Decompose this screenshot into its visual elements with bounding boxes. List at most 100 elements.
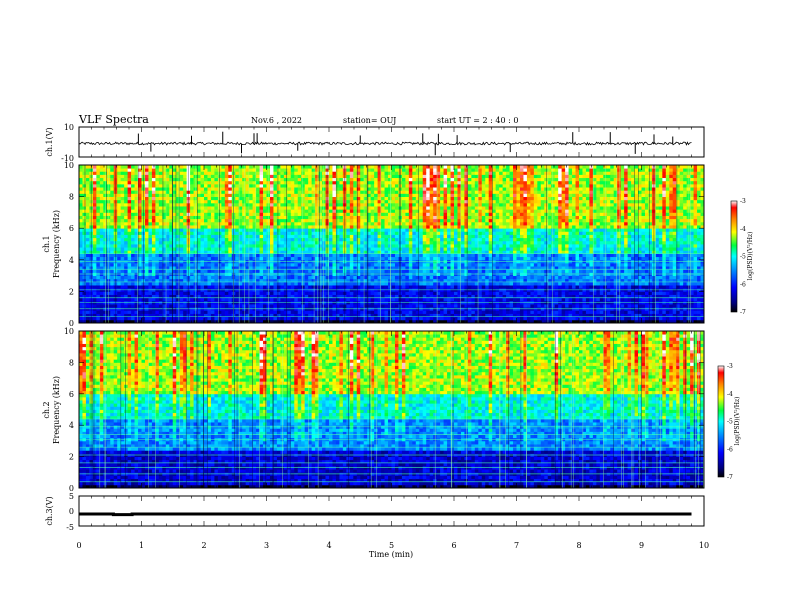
- spectrogram-cell: [276, 253, 281, 258]
- spectrogram-cell: [315, 180, 319, 185]
- spectrogram-cell: [99, 215, 104, 220]
- spectrogram-cell: [131, 291, 135, 295]
- spectrogram-cell: [384, 202, 389, 207]
- spectrogram-cell: [263, 180, 267, 185]
- spectrogram-cell: [315, 244, 319, 248]
- spectrogram-cell: [144, 209, 149, 213]
- spectrogram-cell: [405, 218, 410, 223]
- spectrogram-cell: [290, 240, 295, 245]
- spectrogram-cell: [221, 247, 226, 251]
- spectrogram-cell: [311, 316, 316, 321]
- spectrogram-cell: [169, 165, 174, 169]
- spectrogram-cell: [297, 174, 302, 179]
- spectrogram-cell: [266, 240, 271, 245]
- spectrogram-cell: [207, 291, 212, 295]
- spectrogram-cell: [221, 202, 226, 207]
- spectrogram-cell: [381, 199, 385, 204]
- spectrogram-cell: [259, 244, 264, 248]
- spectrogram-cell: [92, 165, 97, 169]
- spectrogram-cell: [165, 262, 170, 267]
- spectrogram-cell: [408, 218, 413, 223]
- spectrogram-cell: [207, 304, 212, 308]
- spectrogram-cell: [197, 313, 201, 318]
- spectrogram-cell: [224, 196, 229, 201]
- spectrogram-cell: [138, 180, 142, 185]
- spectrogram-cell: [249, 278, 254, 283]
- spectrogram-cell: [85, 221, 90, 226]
- spectrogram-cell: [329, 281, 333, 286]
- spectrogram-cell: [249, 313, 254, 318]
- spectrogram-cell: [224, 165, 229, 169]
- spectrogram-cell: [308, 193, 313, 197]
- spectrogram-cell: [329, 199, 333, 204]
- spectrogram-cell: [172, 304, 177, 308]
- spectrogram-cell: [304, 285, 309, 289]
- spectrogram-cell: [412, 171, 417, 175]
- spectrogram-cell: [228, 275, 233, 280]
- spectrogram-cell: [301, 183, 306, 188]
- spectrogram-cell: [335, 231, 340, 235]
- spectrogram-cell: [155, 310, 160, 314]
- spectrogram-cell: [335, 253, 340, 258]
- spectrogram-cell: [315, 165, 319, 169]
- spectrogram-cell: [401, 313, 406, 318]
- spectrogram-cell: [308, 275, 313, 280]
- spectrogram-cell: [349, 281, 354, 286]
- spectrogram-cell: [329, 294, 333, 299]
- spectrogram-cell: [210, 202, 215, 207]
- spectrogram-cell: [325, 250, 330, 254]
- spectrogram-cell: [374, 291, 379, 295]
- spectrogram-cell: [363, 165, 368, 169]
- spectrogram-cell: [363, 190, 368, 194]
- spectrogram-cell: [283, 165, 288, 169]
- spectrogram-cell: [124, 319, 129, 324]
- spectrogram-cell: [172, 168, 177, 172]
- spectrogram-cell: [207, 310, 212, 314]
- spectrogram-cell: [228, 190, 233, 194]
- spectrogram-cell: [367, 187, 372, 191]
- spectrogram-cell: [110, 174, 115, 179]
- spectrogram-cell: [263, 212, 267, 216]
- spectrogram-cell: [172, 291, 177, 295]
- spectrogram-cell: [228, 281, 233, 286]
- spectrogram-cell: [221, 297, 226, 302]
- spectrogram-cell: [401, 193, 406, 197]
- spectrogram-cell: [228, 187, 233, 191]
- spectrogram-cell: [235, 250, 240, 254]
- spectrogram-cell: [245, 281, 250, 286]
- spectrogram-cell: [131, 193, 135, 197]
- spectrogram-cell: [238, 262, 243, 267]
- spectrogram-cell: [266, 294, 271, 299]
- spectrogram-cell: [85, 297, 90, 302]
- spectrogram-cell: [162, 275, 167, 280]
- spectrogram-cell: [186, 297, 191, 302]
- spectrogram-cell: [138, 183, 142, 188]
- spectrogram-cell: [224, 177, 229, 182]
- spectrogram-cell: [155, 199, 160, 204]
- spectrogram-cell: [197, 278, 201, 283]
- spectrogram-cell: [165, 231, 170, 235]
- spectrogram-cell: [197, 297, 201, 302]
- spectrogram-cell: [165, 180, 170, 185]
- spectrogram-cell: [266, 237, 271, 242]
- spectrogram-cell: [134, 262, 139, 267]
- spectrogram-cell: [401, 202, 406, 207]
- spectrogram-cell: [103, 202, 108, 207]
- spectrogram-cell: [381, 256, 385, 261]
- spectrogram-cell: [197, 256, 201, 261]
- spectrogram-cell: [412, 304, 417, 308]
- spectrogram-cell: [297, 171, 302, 175]
- spectrogram-cell: [249, 206, 254, 210]
- spectrogram-cell: [346, 225, 351, 229]
- spectrogram-cell: [269, 291, 274, 295]
- spectrogram-cell: [329, 297, 333, 302]
- spectrogram-cell: [117, 221, 122, 226]
- spectrogram-cell: [391, 234, 396, 239]
- spectrogram-cell: [346, 187, 351, 191]
- spectrogram-cell: [283, 240, 288, 245]
- spectrogram-cell: [158, 231, 163, 235]
- spectrogram-cell: [339, 196, 344, 201]
- spectrogram-cell: [391, 294, 396, 299]
- spectrogram-cell: [238, 319, 243, 324]
- spectrogram-cell: [134, 240, 139, 245]
